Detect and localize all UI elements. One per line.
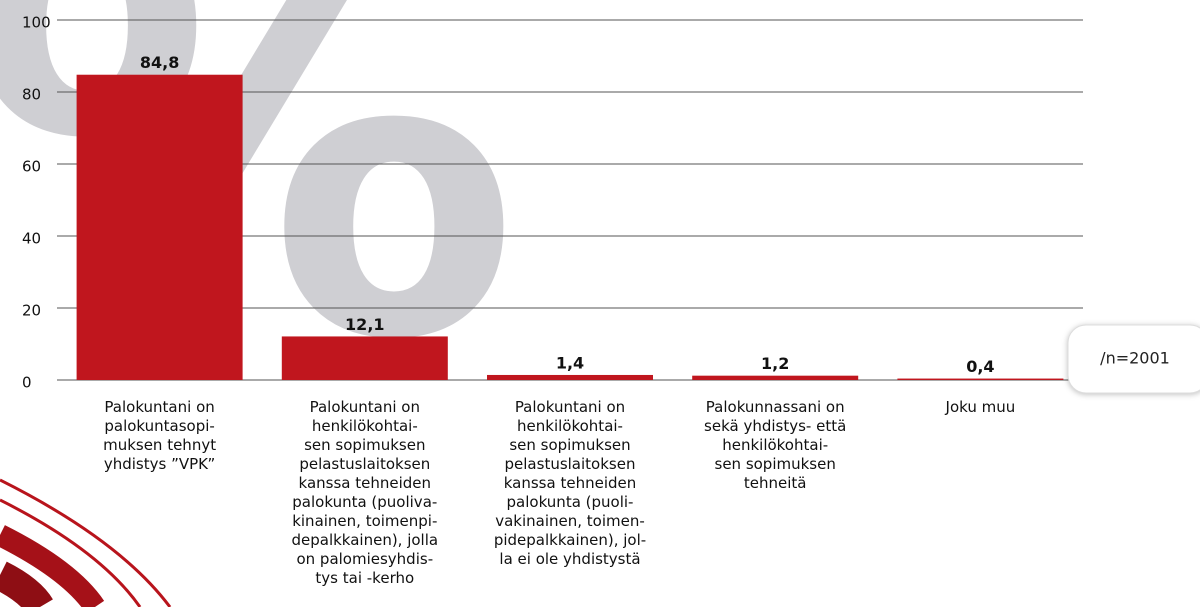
y-tick-label: 60: [22, 158, 41, 176]
decor-stripes: [0, 480, 170, 607]
y-tick-label: 80: [22, 86, 41, 104]
y-tick-label: 0: [22, 374, 32, 392]
bar: [897, 379, 1063, 380]
x-tick-label: Palokunnassani on sekä yhdistys- että he…: [677, 398, 873, 493]
x-tick-label: Joku muu: [882, 398, 1078, 417]
data-label: 1,4: [556, 353, 584, 372]
bar: [692, 376, 858, 380]
page: % 02040608010084,812,11,41,20,4 /n=2001 …: [0, 0, 1200, 607]
x-tick-label: Palokuntani on henkilökohtai- sen sopimu…: [472, 398, 668, 569]
data-label: 12,1: [345, 315, 384, 334]
y-tick-label: 100: [22, 14, 51, 32]
x-tick-label: Palokuntani on palokuntasopi- muksen teh…: [62, 398, 258, 474]
bar: [282, 336, 448, 380]
data-label: 0,4: [966, 357, 994, 376]
data-label: 1,2: [761, 354, 789, 373]
x-tick-label: Palokuntani on henkilökohtai- sen sopimu…: [267, 398, 463, 588]
bar: [487, 375, 653, 380]
data-label: 84,8: [140, 53, 179, 72]
note: /n=2001: [1100, 349, 1170, 368]
bar: [77, 75, 243, 380]
y-tick-label: 40: [22, 230, 41, 248]
y-tick-label: 20: [22, 302, 41, 320]
